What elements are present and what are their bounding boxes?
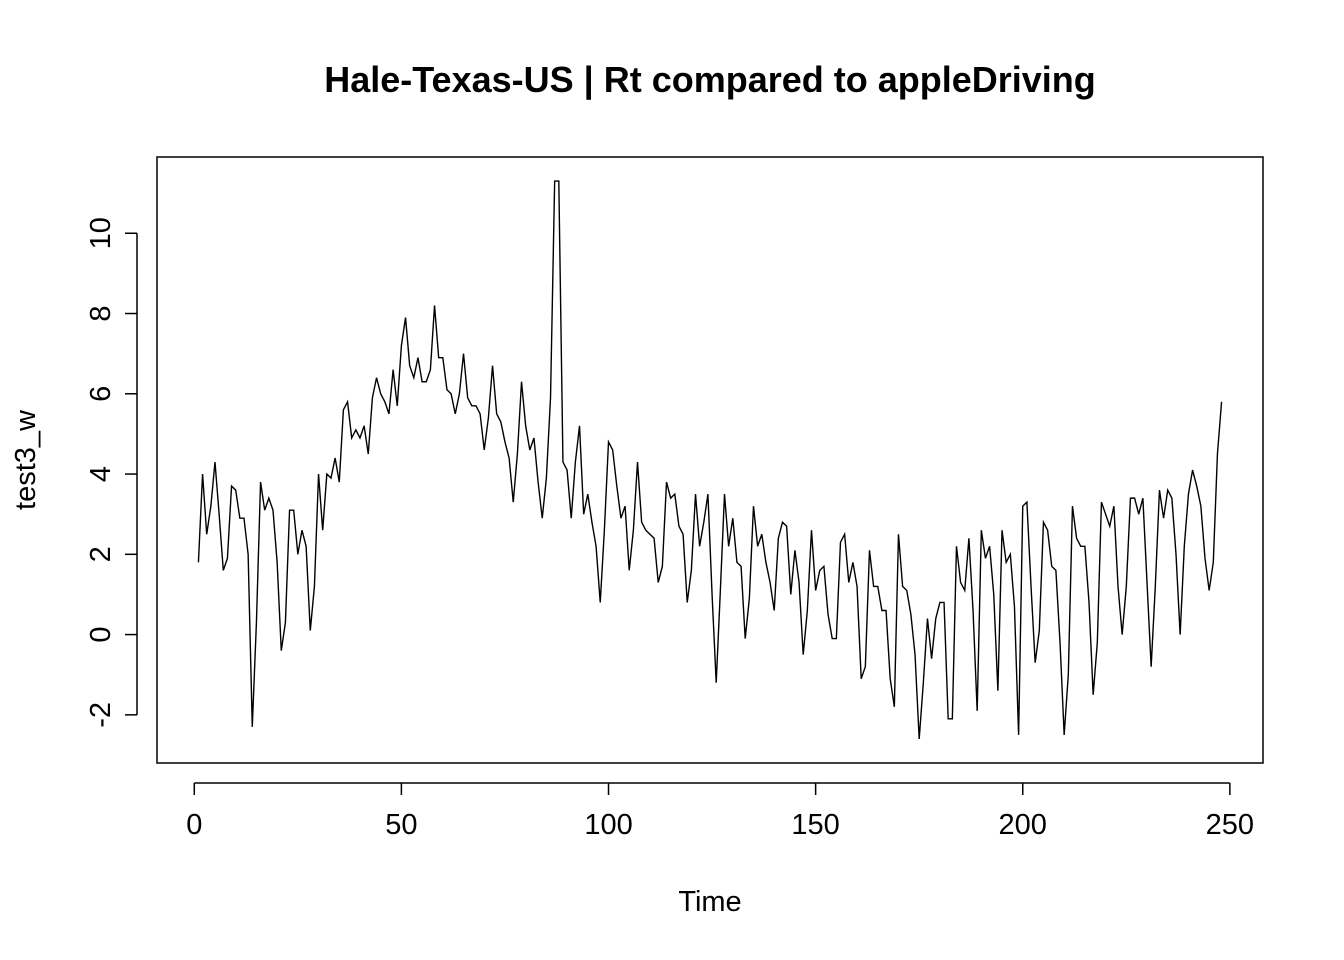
x-axis: 0 50 100 150 200 250 <box>186 782 1254 841</box>
x-tick-label: 250 <box>1206 809 1254 841</box>
y-tick-label: 6 <box>85 386 117 402</box>
chart-title: Hale-Texas-US | Rt compared to appleDriv… <box>324 59 1096 101</box>
y-axis: -2 0 2 4 6 8 10 <box>85 217 138 728</box>
y-tick-label: 8 <box>85 305 117 321</box>
x-tick-label: 150 <box>791 809 839 841</box>
y-tick-label: 4 <box>85 466 117 482</box>
plot-frame <box>156 156 1264 764</box>
x-axis-label: Time <box>678 886 741 918</box>
series-line <box>197 180 1223 739</box>
y-tick-label: 10 <box>85 217 117 249</box>
y-axis-label: test3_w <box>10 409 42 510</box>
y-tick-label: -2 <box>85 702 117 728</box>
y-tick-label: 2 <box>85 546 117 562</box>
x-tick-label: 0 <box>186 809 202 841</box>
x-tick-label: 50 <box>385 809 417 841</box>
x-tick-label: 200 <box>999 809 1047 841</box>
x-tick-label: 100 <box>584 809 632 841</box>
y-tick-label: 0 <box>85 627 117 643</box>
